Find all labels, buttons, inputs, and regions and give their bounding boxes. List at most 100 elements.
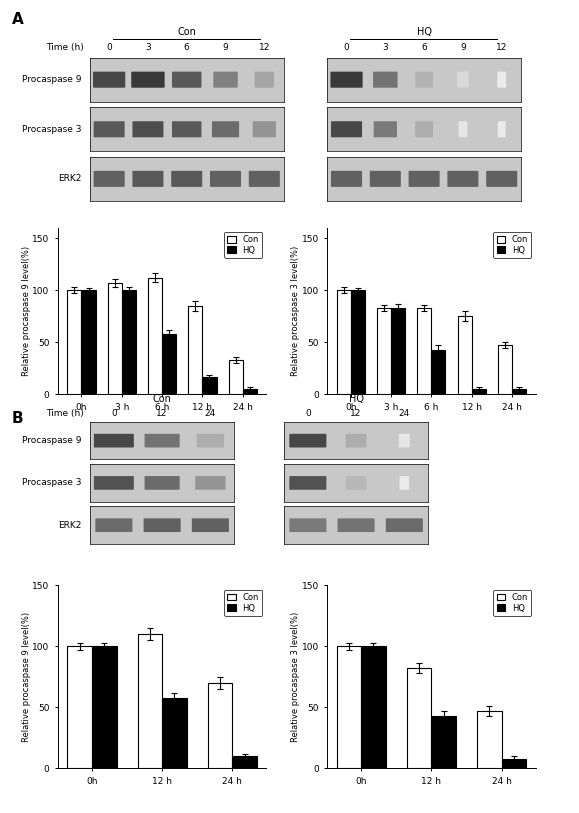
Y-axis label: Relative procaspase 9 level(%): Relative procaspase 9 level(%) xyxy=(22,611,31,742)
FancyBboxPatch shape xyxy=(210,171,241,187)
FancyBboxPatch shape xyxy=(459,121,467,137)
Text: A: A xyxy=(12,12,23,27)
Y-axis label: Relative procaspase 9 level(%): Relative procaspase 9 level(%) xyxy=(22,246,31,376)
Bar xyxy=(162,698,186,768)
Bar xyxy=(431,350,445,394)
Text: 12: 12 xyxy=(259,43,270,53)
FancyBboxPatch shape xyxy=(133,121,163,137)
Bar xyxy=(122,290,136,394)
FancyBboxPatch shape xyxy=(145,476,179,489)
Bar xyxy=(498,346,512,394)
FancyBboxPatch shape xyxy=(290,476,327,489)
Text: Time (h): Time (h) xyxy=(46,43,84,53)
FancyBboxPatch shape xyxy=(255,72,274,88)
Bar xyxy=(229,360,243,394)
FancyBboxPatch shape xyxy=(172,121,201,137)
Text: 12: 12 xyxy=(496,43,507,53)
FancyBboxPatch shape xyxy=(331,72,362,88)
FancyBboxPatch shape xyxy=(373,121,397,137)
Legend: Con, HQ: Con, HQ xyxy=(493,589,532,616)
Bar xyxy=(232,756,257,768)
FancyBboxPatch shape xyxy=(172,72,201,88)
FancyBboxPatch shape xyxy=(415,72,433,88)
Text: 3: 3 xyxy=(145,43,151,53)
Text: B: B xyxy=(12,411,23,425)
FancyBboxPatch shape xyxy=(386,519,423,532)
Bar xyxy=(361,646,386,768)
Text: Procaspase 3: Procaspase 3 xyxy=(21,478,81,488)
Text: 0: 0 xyxy=(107,43,112,53)
Text: 12: 12 xyxy=(156,409,168,419)
Legend: Con, HQ: Con, HQ xyxy=(224,232,262,259)
Text: Procaspase 3: Procaspase 3 xyxy=(23,124,82,134)
FancyBboxPatch shape xyxy=(373,72,398,88)
Text: 6: 6 xyxy=(422,43,427,53)
Bar xyxy=(208,683,232,768)
Text: Time (h): Time (h) xyxy=(46,409,84,419)
FancyBboxPatch shape xyxy=(290,519,327,532)
FancyBboxPatch shape xyxy=(409,171,439,187)
FancyBboxPatch shape xyxy=(249,171,280,187)
Bar xyxy=(472,389,486,394)
Bar xyxy=(138,634,162,768)
Y-axis label: Relative procaspase 3 level(%): Relative procaspase 3 level(%) xyxy=(291,611,300,742)
Text: HQ: HQ xyxy=(417,28,431,37)
Text: Procaspase 9: Procaspase 9 xyxy=(21,436,81,446)
FancyBboxPatch shape xyxy=(448,171,478,187)
FancyBboxPatch shape xyxy=(331,121,362,137)
Bar xyxy=(351,290,365,394)
Text: 0: 0 xyxy=(111,409,117,419)
Bar xyxy=(417,308,431,394)
FancyBboxPatch shape xyxy=(192,519,229,532)
Y-axis label: Relative procaspase 3 level(%): Relative procaspase 3 level(%) xyxy=(291,246,300,376)
Bar xyxy=(108,283,122,394)
FancyBboxPatch shape xyxy=(400,476,409,489)
FancyBboxPatch shape xyxy=(94,121,124,137)
Bar xyxy=(203,376,217,394)
FancyBboxPatch shape xyxy=(212,121,239,137)
Bar xyxy=(501,759,526,768)
Text: 3: 3 xyxy=(383,43,388,53)
FancyBboxPatch shape xyxy=(144,519,181,532)
Bar xyxy=(243,389,257,394)
Bar xyxy=(148,278,162,394)
Bar xyxy=(82,290,96,394)
FancyBboxPatch shape xyxy=(252,121,276,137)
FancyBboxPatch shape xyxy=(457,72,469,88)
FancyBboxPatch shape xyxy=(96,519,133,532)
FancyBboxPatch shape xyxy=(498,121,505,137)
Text: 24: 24 xyxy=(205,409,216,419)
FancyBboxPatch shape xyxy=(145,434,179,447)
FancyBboxPatch shape xyxy=(497,72,506,88)
FancyBboxPatch shape xyxy=(94,476,134,489)
FancyBboxPatch shape xyxy=(93,72,125,88)
FancyBboxPatch shape xyxy=(94,434,134,447)
FancyBboxPatch shape xyxy=(213,72,238,88)
Bar xyxy=(67,646,92,768)
Bar xyxy=(377,308,391,394)
Bar xyxy=(188,306,203,394)
FancyBboxPatch shape xyxy=(171,171,202,187)
Bar xyxy=(162,334,176,394)
FancyBboxPatch shape xyxy=(415,121,433,137)
Bar xyxy=(477,711,501,768)
FancyBboxPatch shape xyxy=(346,434,367,447)
Legend: Con, HQ: Con, HQ xyxy=(493,232,532,259)
Text: 24: 24 xyxy=(399,409,410,419)
Bar xyxy=(431,716,456,768)
Bar xyxy=(391,308,405,394)
Bar xyxy=(512,389,526,394)
Text: 9: 9 xyxy=(460,43,466,53)
Text: 0: 0 xyxy=(305,409,311,419)
Bar xyxy=(336,290,351,394)
FancyBboxPatch shape xyxy=(94,171,124,187)
FancyBboxPatch shape xyxy=(338,519,375,532)
FancyBboxPatch shape xyxy=(486,171,517,187)
FancyBboxPatch shape xyxy=(346,476,367,489)
Legend: Con, HQ: Con, HQ xyxy=(224,589,262,616)
FancyBboxPatch shape xyxy=(370,171,401,187)
FancyBboxPatch shape xyxy=(197,434,224,447)
Bar xyxy=(457,316,472,394)
FancyBboxPatch shape xyxy=(290,434,327,447)
Text: HQ: HQ xyxy=(349,394,364,404)
